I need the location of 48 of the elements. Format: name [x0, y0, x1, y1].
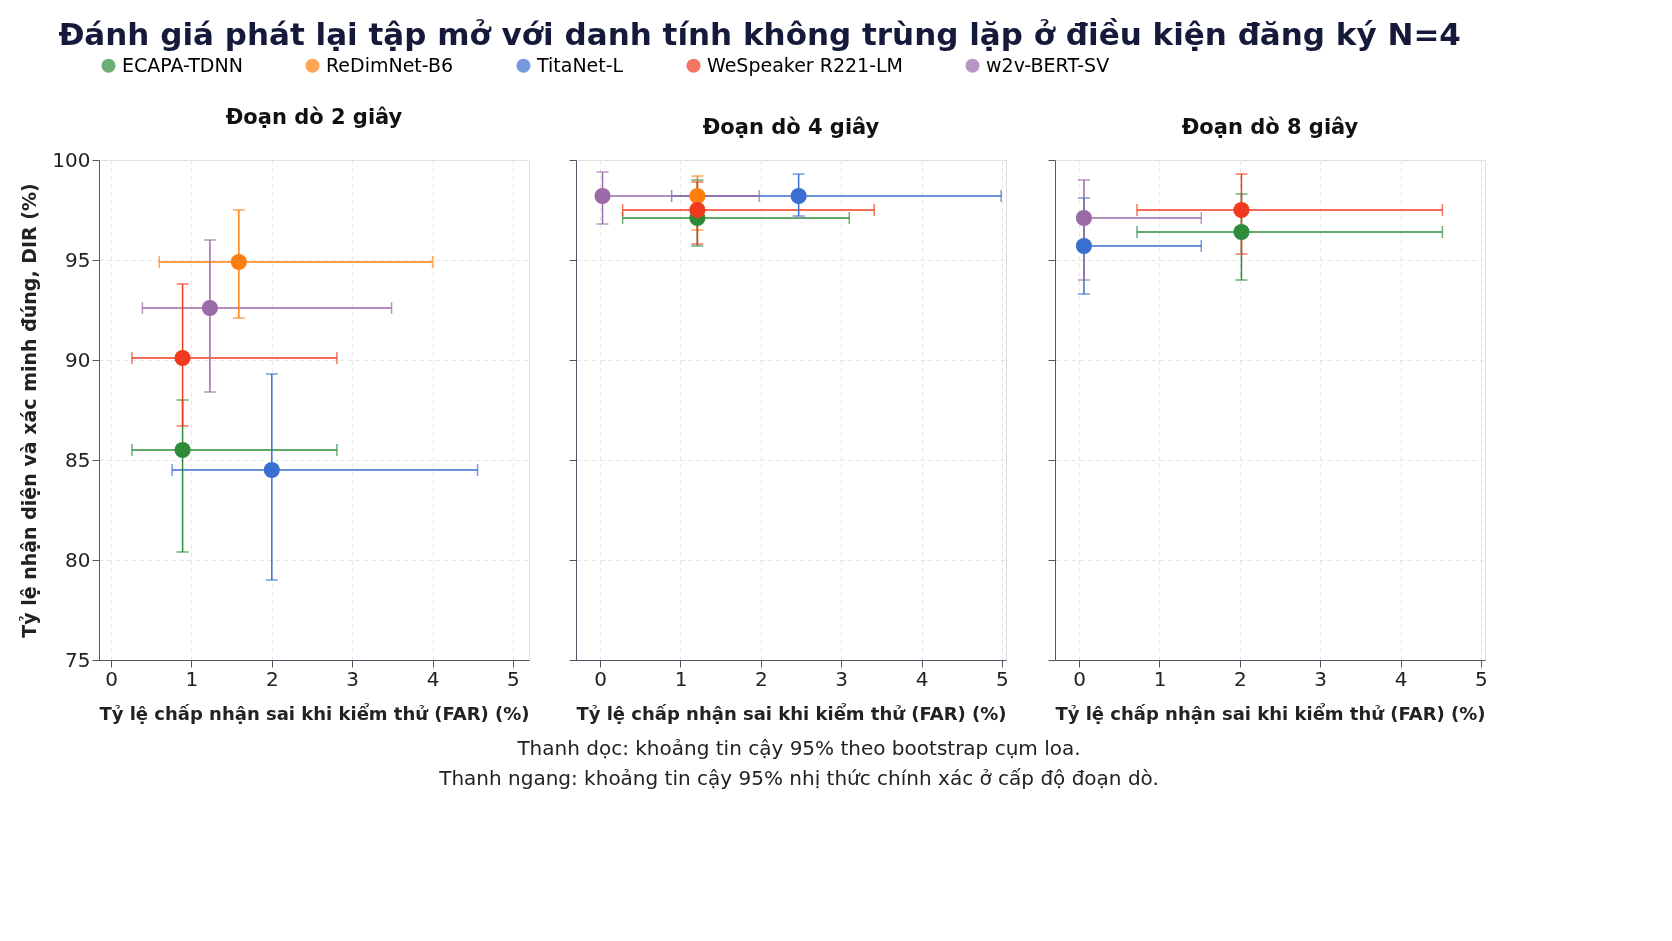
x-axis-title: Tỷ lệ chấp nhận sai khi kiểm thử (FAR) (%) — [99, 702, 530, 724]
x-tick-label: 0 — [105, 666, 118, 691]
x-tick-label: 4 — [1394, 666, 1408, 691]
point — [1075, 237, 1092, 255]
x-tick-label: 2 — [265, 666, 279, 691]
x-tick-label: 5 — [996, 666, 1009, 691]
y-tick-label: 80 — [65, 547, 91, 572]
y-axis-title: Tỷ lệ nhận diện và xác minh đúng, DIR (%) — [18, 183, 41, 638]
point — [174, 349, 191, 367]
legend-label: TitaNet-L — [536, 53, 624, 76]
point — [263, 461, 280, 479]
point — [230, 253, 247, 271]
text: Thanh dọc: khoảng tin cậy 95% theo bootstrap cụm loa. — [516, 736, 1081, 760]
x-tick-label: 5 — [507, 666, 520, 691]
x-tick-label: 3 — [835, 666, 849, 691]
x-tick-label: 4 — [426, 666, 440, 691]
x-tick-label: 2 — [754, 666, 768, 691]
legend-label: w2v-BERT-SV — [986, 53, 1110, 76]
legend-label: ECAPA-TDNN — [122, 53, 243, 76]
point — [1233, 201, 1250, 219]
x-tick-label: 2 — [1233, 666, 1247, 691]
x-tick-label: 3 — [346, 666, 360, 691]
x-axis-title: Tỷ lệ chấp nhận sai khi kiểm thử (FAR) (%) — [1055, 702, 1486, 724]
chart-subtitle: Đoạn dò 2 giây — [225, 105, 403, 129]
chart-subtitle: Đoạn dò 8 giây — [1181, 114, 1359, 139]
point — [174, 441, 191, 459]
legend-label: ReDimNet-B6 — [326, 53, 454, 76]
x-tick-label: 5 — [1475, 666, 1488, 691]
x-axis-title: Tỷ lệ chấp nhận sai khi kiểm thử (FAR) (%) — [576, 702, 1007, 724]
y-tick-label: 95 — [65, 247, 91, 272]
x-tick-label: 1 — [674, 666, 688, 691]
text: Đánh giá phát lại tập mở với danh tính không trùng lặp ở điều kiện đăng ký N=4 — [58, 16, 1461, 52]
point — [1075, 209, 1092, 227]
point — [201, 299, 218, 317]
x-tick-label: 4 — [915, 666, 929, 691]
x-tick-label: 0 — [1073, 666, 1086, 691]
x-tick-label: 1 — [185, 666, 199, 691]
y-tick-label: 85 — [65, 447, 91, 472]
x-tick-label: 1 — [1153, 666, 1167, 691]
y-tick-label: 90 — [65, 347, 91, 372]
legend-label: WeSpeaker R221-LM — [707, 53, 903, 76]
point — [1233, 223, 1250, 241]
x-tick-label: 3 — [1314, 666, 1328, 691]
text: Thanh ngang: khoảng tin cậy 95% nhị thức chính xác ở cấp độ đoạn dò. — [438, 766, 1159, 790]
y-tick-label: 75 — [65, 647, 91, 672]
y-tick-label: 100 — [52, 147, 91, 172]
x-tick-label: 0 — [594, 666, 607, 691]
chart-subtitle: Đoạn dò 4 giây — [702, 114, 880, 139]
